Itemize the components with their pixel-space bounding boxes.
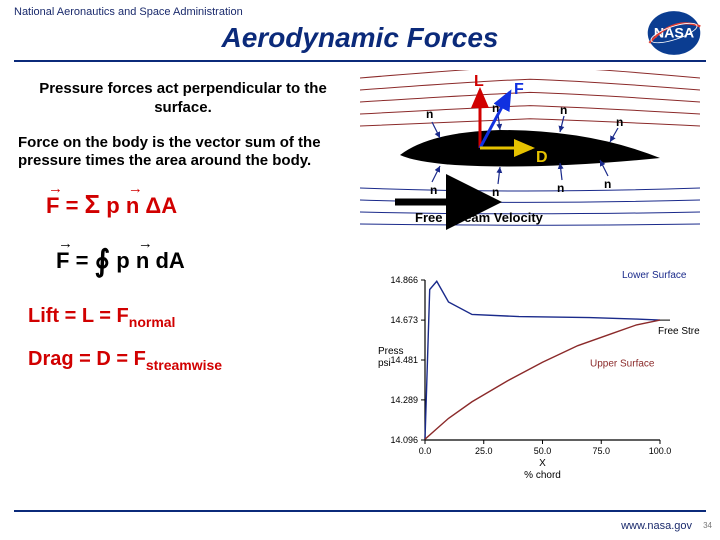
svg-text:75.0: 75.0: [592, 446, 610, 456]
svg-text:n: n: [616, 115, 623, 129]
label-L: L: [474, 73, 484, 90]
eq1-eq: =: [66, 193, 85, 218]
org-header: National Aeronautics and Space Administr…: [14, 6, 243, 18]
eq1-p: p: [100, 193, 126, 218]
equation-integral: → F = ∮ p → n dA: [56, 241, 348, 287]
svg-text:14.673: 14.673: [390, 315, 418, 325]
svg-text:14.289: 14.289: [390, 395, 418, 405]
equation-sum: → F = Σ p → n ΔA: [46, 189, 348, 235]
svg-text:Lower Surface: Lower Surface: [622, 270, 687, 281]
lift-text: Lift = L = F: [28, 305, 129, 327]
svg-text:n: n: [557, 181, 564, 195]
svg-text:25.0: 25.0: [475, 446, 493, 456]
drag-text: Drag = D = F: [28, 348, 146, 370]
eq2-eq: =: [76, 248, 95, 273]
svg-text:14.096: 14.096: [390, 435, 418, 445]
slide: National Aeronautics and Space Administr…: [0, 0, 720, 540]
label-F: F: [514, 81, 524, 98]
drag-sub: streamwise: [146, 357, 222, 373]
paragraph-2: Force on the body is the vector sum of t…: [18, 134, 348, 172]
svg-text:0.0: 0.0: [419, 446, 432, 456]
svg-text:50.0: 50.0: [534, 446, 552, 456]
footer-rule: [14, 510, 706, 512]
svg-text:14.866: 14.866: [390, 275, 418, 285]
footer-url: www.nasa.gov: [621, 520, 692, 532]
svg-text:100.0: 100.0: [649, 446, 672, 456]
pressure-chart: 14.86614.67314.48114.28914.0960.025.050.…: [370, 270, 700, 480]
svg-text:Upper Surface: Upper Surface: [590, 358, 655, 369]
lift-sub: normal: [129, 314, 176, 330]
drag-definition: Drag = D = Fstreamwise: [28, 348, 348, 373]
eq1-sigma: Σ: [85, 189, 101, 219]
svg-text:n: n: [426, 107, 433, 121]
eq2-dA: dA: [155, 248, 184, 273]
title-rule: [14, 60, 706, 62]
page-title: Aerodynamic Forces: [0, 22, 720, 54]
svg-text:n: n: [430, 183, 437, 197]
nasa-logo: NASA: [646, 10, 702, 56]
free-stream-label: Free Stream Velocity: [415, 210, 544, 225]
svg-text:psi: psi: [378, 358, 391, 369]
svg-text:Free Stream: Free Stream: [658, 326, 700, 337]
svg-text:X: X: [539, 458, 546, 469]
eq1-dA: ΔA: [145, 193, 177, 218]
svg-text:n: n: [492, 185, 499, 199]
airfoil-diagram: nnnnnnnn L F D Free Stream Velocity: [360, 70, 700, 235]
paragraph-1: Pressure forces act perpendicular to the…: [18, 80, 348, 118]
eq2-oint: ∮: [95, 245, 111, 278]
slide-number: 34: [703, 521, 712, 530]
svg-text:n: n: [604, 177, 611, 191]
lift-definition: Lift = L = Fnormal: [28, 305, 348, 330]
left-column: Pressure forces act perpendicular to the…: [18, 80, 348, 387]
svg-text:n: n: [560, 103, 567, 117]
eq2-p: p: [110, 248, 136, 273]
label-D: D: [536, 149, 548, 166]
svg-text:% chord: % chord: [524, 470, 561, 480]
svg-text:Press: Press: [378, 346, 404, 357]
